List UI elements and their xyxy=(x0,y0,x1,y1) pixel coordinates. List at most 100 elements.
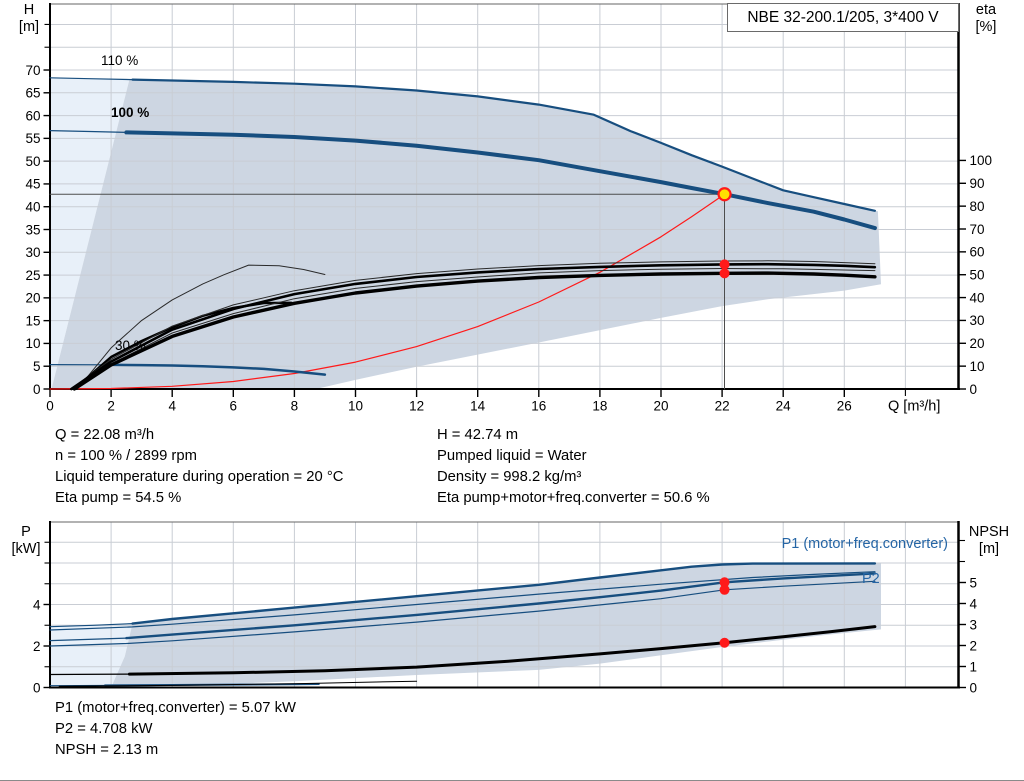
eta-110-thin xyxy=(77,264,326,390)
info-q: Q = 22.08 m³/h xyxy=(55,427,155,443)
p-axis-title-line2: [kW] xyxy=(11,541,41,557)
y-right-tick-label: 90 xyxy=(970,176,985,191)
y-left-tick-label: 30 xyxy=(25,245,40,260)
p1-110-lead xyxy=(49,622,134,628)
h-axis-title: H [m] xyxy=(9,2,49,36)
power_chart: 0 2 4 0 1 2 3 4 5 xyxy=(33,521,978,695)
info-p2: P2 = 4.708 kW xyxy=(55,721,153,737)
speed-100-lead xyxy=(49,130,128,133)
y-left-tick-label: 0 xyxy=(33,382,41,397)
y-left-tick-label: 65 xyxy=(25,86,40,101)
y-right-tick-label: 40 xyxy=(970,290,985,305)
y-right-tick-label: 1 xyxy=(970,659,978,674)
x-tick-label: 14 xyxy=(470,399,486,414)
y-left-tick-label: 2 xyxy=(33,639,41,654)
eta-axis-title-line2: [%] xyxy=(975,19,997,35)
y-right-tick-label: 4 xyxy=(970,596,978,611)
speed-30-curve xyxy=(103,363,327,376)
x-tick-label: 12 xyxy=(409,399,424,414)
y-right-tick-label: 20 xyxy=(970,336,985,351)
p2-110-curve xyxy=(49,571,876,631)
y-left-tick-label: 40 xyxy=(25,200,40,215)
p1-100-lead xyxy=(49,637,128,642)
info-pumped-liquid: Pumped liquid = Water xyxy=(437,448,587,464)
p1-point xyxy=(719,577,730,588)
p2-curve-label: P2 xyxy=(862,571,880,587)
info-eta-total: Eta pump+motor+freq.converter = 50.6 % xyxy=(437,490,710,506)
y-left-tick-label: 55 xyxy=(25,131,40,146)
x-tick-label: 8 xyxy=(291,399,299,414)
x-tick-label: 20 xyxy=(653,399,668,414)
x-tick-label: 10 xyxy=(348,399,363,414)
y-right-tick-label: 30 xyxy=(970,313,985,328)
h-axis-title-line1: H xyxy=(23,2,35,18)
x-tick-label: 0 xyxy=(46,399,54,414)
info-liquid-temp: Liquid temperature during operation = 20… xyxy=(55,469,344,485)
info-npsh: NPSH = 2.13 m xyxy=(55,742,159,758)
y-left-tick-label: 5 xyxy=(33,359,41,374)
eta-total-curve xyxy=(72,271,877,391)
y-right-tick-label: 0 xyxy=(970,680,978,695)
x-axis-title: Q [m³/h] xyxy=(888,399,940,415)
speed-30-label: 30 % xyxy=(115,338,146,353)
y-right-tick-label: 10 xyxy=(970,359,985,374)
eta-pump-point xyxy=(719,259,730,270)
duty-point xyxy=(717,187,732,202)
y-left-tick-label: 15 xyxy=(25,313,40,328)
eta-tol-mid xyxy=(72,268,876,390)
y-right-tick-label: 0 xyxy=(970,382,978,397)
y-left-tick-label: 70 xyxy=(25,63,40,78)
y-left-tick-label: 60 xyxy=(25,108,40,123)
y-right-tick-label: 60 xyxy=(970,245,985,260)
y-right-tick-label: 3 xyxy=(970,617,978,632)
y-left-tick-label: 25 xyxy=(25,268,40,283)
y-left-tick-label: 45 xyxy=(25,177,40,192)
npsh-axis-title-line1: NPSH xyxy=(968,524,1010,540)
x-tick-label: 24 xyxy=(776,399,792,414)
y-left-tick-label: 20 xyxy=(25,291,40,306)
npsh-low-curve xyxy=(58,680,418,687)
npsh-curve xyxy=(127,625,877,676)
pump-designation: NBE 32-200.1/205, 3*400 V xyxy=(747,9,939,26)
eta-pump-curve xyxy=(70,262,877,391)
p-axis-title: P [kW] xyxy=(6,524,46,558)
y-right-tick-label: 70 xyxy=(970,222,985,237)
x-tick-label: 22 xyxy=(715,399,730,414)
power-info: P1 (motor+freq.converter) = 5.07 kW P2 =… xyxy=(55,698,296,761)
x-tick-label: 6 xyxy=(230,399,238,414)
y-right-tick-label: 50 xyxy=(970,268,985,283)
eta-axis-title: eta [%] xyxy=(964,2,1008,36)
speed-100-curve xyxy=(124,130,877,231)
p-axis-title-line1: P xyxy=(21,524,31,540)
info-density: Density = 998.2 kg/m³ xyxy=(437,469,582,485)
eta-axis-title-line1: eta xyxy=(975,2,997,18)
npsh-axis-title: NPSH [m] xyxy=(960,524,1018,558)
npsh-point xyxy=(719,637,730,648)
y-left-tick-label: 35 xyxy=(25,222,40,237)
info-h: H = 42.74 m xyxy=(437,427,519,443)
y-right-tick-label: 5 xyxy=(970,575,978,590)
pump-designation-box: NBE 32-200.1/205, 3*400 V xyxy=(727,3,959,32)
p2-100-curve xyxy=(49,580,876,647)
speed-110-lead xyxy=(49,77,134,81)
info-n: n = 100 % / 2899 rpm xyxy=(55,448,197,464)
y-left-tick-label: 50 xyxy=(25,154,40,169)
eta-tol-upper xyxy=(70,260,876,390)
p1-curve-label: P1 (motor+freq.converter) xyxy=(781,536,948,552)
y-right-tick-label: 2 xyxy=(970,638,978,653)
y-left-tick-label: 0 xyxy=(33,680,41,695)
y-left-tick-label: 4 xyxy=(33,597,41,612)
x-tick-label: 18 xyxy=(592,399,607,414)
envelope-dark xyxy=(51,79,881,389)
duty-info-left: Q = 22.08 m³/h n = 100 % / 2899 rpm Liqu… xyxy=(55,425,343,509)
x-tick-label: 26 xyxy=(837,399,852,414)
p2-point xyxy=(719,584,730,595)
x-tick-label: 2 xyxy=(107,399,115,414)
y-left-tick-label: 10 xyxy=(25,336,40,351)
info-p1: P1 (motor+freq.converter) = 5.07 kW xyxy=(55,700,296,716)
npsh-axis-title-line2: [m] xyxy=(978,541,1000,557)
speed-110-label: 110 % xyxy=(101,53,139,68)
speed-110-curve xyxy=(131,78,877,212)
